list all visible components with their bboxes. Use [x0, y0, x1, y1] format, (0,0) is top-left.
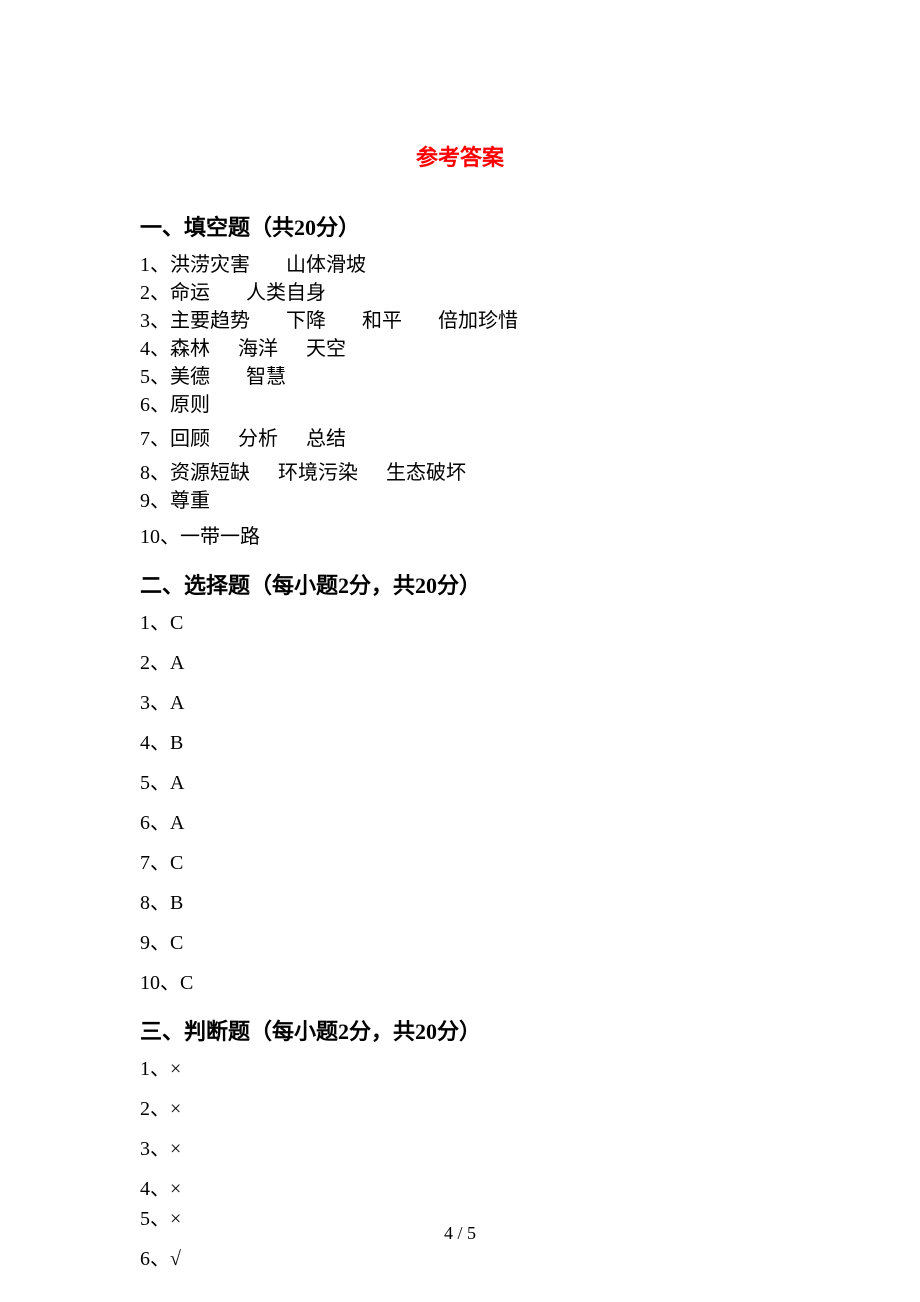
choice-answer-1: 1、C: [140, 610, 780, 636]
section-2-heading: 二、选择题（每小题2分，共20分）: [140, 568, 780, 600]
section-1-answers: 1、洪涝灾害山体滑坡 2、命运人类自身 3、主要趋势下降和平倍加珍惜 4、森林海…: [140, 252, 780, 550]
fill-answer-6: 6、原则: [140, 392, 780, 418]
choice-answer-3: 3、A: [140, 690, 780, 716]
main-title: 参考答案: [140, 140, 780, 172]
fill-answer-1: 1、洪涝灾害山体滑坡: [140, 252, 780, 278]
judge-answer-6: 6、√: [140, 1246, 780, 1272]
fill-answer-9: 9、尊重: [140, 488, 780, 514]
choice-answer-7: 7、C: [140, 850, 780, 876]
choice-answer-9: 9、C: [140, 930, 780, 956]
choice-answer-2: 2、A: [140, 650, 780, 676]
page-number: 4 / 5: [0, 1223, 920, 1244]
judge-answer-3: 3、×: [140, 1136, 780, 1162]
judge-answer-1: 1、×: [140, 1056, 780, 1082]
fill-answer-7: 7、回顾分析总结: [140, 426, 780, 452]
fill-answer-8: 8、资源短缺环境污染生态破坏: [140, 460, 780, 486]
page-content: 参考答案 一、填空题（共20分） 1、洪涝灾害山体滑坡 2、命运人类自身 3、主…: [0, 0, 920, 1272]
choice-answer-8: 8、B: [140, 890, 780, 916]
fill-answer-10: 10、一带一路: [140, 524, 780, 550]
judge-answer-2: 2、×: [140, 1096, 780, 1122]
choice-answer-6: 6、A: [140, 810, 780, 836]
fill-answer-5: 5、美德智慧: [140, 364, 780, 390]
section-2-answers: 1、C 2、A 3、A 4、B 5、A 6、A 7、C 8、B 9、C 10、C: [140, 610, 780, 996]
fill-answer-3: 3、主要趋势下降和平倍加珍惜: [140, 308, 780, 334]
section-1-heading: 一、填空题（共20分）: [140, 210, 780, 242]
section-3-heading: 三、判断题（每小题2分，共20分）: [140, 1014, 780, 1046]
fill-answer-4: 4、森林海洋天空: [140, 336, 780, 362]
choice-answer-5: 5、A: [140, 770, 780, 796]
choice-answer-10: 10、C: [140, 970, 780, 996]
judge-answer-4: 4、×: [140, 1176, 780, 1202]
fill-answer-2: 2、命运人类自身: [140, 280, 780, 306]
choice-answer-4: 4、B: [140, 730, 780, 756]
